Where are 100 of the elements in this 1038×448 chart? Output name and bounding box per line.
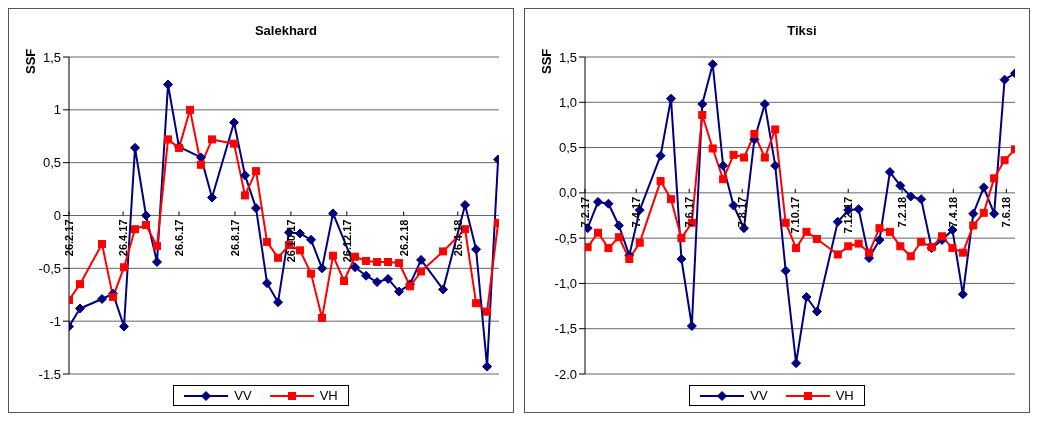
point: [750, 129, 759, 138]
point: [739, 153, 748, 162]
point: [318, 314, 327, 322]
x-tick-label: 7.10.17: [789, 196, 802, 234]
y-tick-label: 0: [53, 208, 61, 224]
point: [394, 286, 405, 297]
point: [362, 256, 371, 265]
point: [874, 234, 885, 245]
point: [483, 307, 492, 316]
point: [274, 253, 283, 262]
point: [614, 233, 623, 242]
y-tick-label: -0,5: [554, 230, 577, 246]
point: [708, 144, 717, 153]
x-tick-label: 7.8.17: [736, 196, 749, 228]
point: [296, 246, 305, 255]
x-tick-label: 26.10.17: [284, 219, 297, 263]
point: [832, 216, 843, 227]
legend-label: VV: [750, 388, 768, 403]
legend-label: VH: [835, 388, 854, 403]
point: [230, 139, 239, 148]
point: [240, 170, 251, 181]
point: [896, 242, 905, 251]
point: [759, 99, 770, 110]
y-tick-label: 0,5: [558, 140, 577, 156]
point: [948, 244, 957, 253]
point: [603, 198, 614, 209]
point: [771, 125, 780, 134]
point: [307, 269, 316, 278]
x-tick-label: 7.6.18: [1000, 196, 1013, 228]
point: [728, 200, 739, 211]
chart-title: Salekhard: [253, 23, 319, 38]
point: [317, 263, 328, 274]
x-tick-label: 7.4.18: [947, 196, 960, 228]
point: [119, 321, 130, 332]
y-tick-label: -1,0: [554, 276, 577, 292]
y-tick-label: 1,0: [558, 94, 577, 110]
point: [969, 221, 978, 230]
point: [917, 237, 926, 246]
y-tick-label: -1,5: [554, 321, 577, 337]
point: [698, 110, 707, 119]
x-tick-label: 26.2.17: [63, 219, 75, 257]
point: [251, 203, 262, 214]
x-tick-label: 26.8.17: [228, 219, 241, 257]
y-tick-label: 1,5: [42, 49, 61, 65]
x-tick-label: 26.6.17: [173, 219, 186, 257]
x-tick-label: 7.6.17: [683, 196, 696, 228]
x-tick-label: 26.4.17: [117, 219, 130, 257]
y-tick-label: 1: [53, 102, 61, 118]
point: [273, 297, 284, 308]
point: [131, 225, 140, 234]
point: [120, 263, 129, 272]
point: [328, 208, 339, 219]
x-tick-label: 26.4.18: [451, 219, 464, 257]
x-tick-label: 7.2.18: [896, 196, 909, 228]
point: [999, 74, 1010, 85]
point: [938, 232, 947, 241]
x-tick-label: 7.12.17: [842, 196, 855, 234]
point: [98, 240, 107, 249]
point: [770, 160, 781, 171]
chart-title: Tiksi: [786, 23, 818, 38]
point: [625, 254, 634, 263]
point: [853, 204, 864, 215]
point: [439, 247, 448, 256]
point: [812, 235, 821, 244]
point: [340, 277, 349, 286]
point: [677, 234, 686, 243]
point: [802, 227, 811, 236]
point: [905, 191, 916, 202]
point: [142, 221, 151, 230]
point: [207, 192, 218, 203]
point: [781, 218, 790, 227]
point: [585, 243, 592, 252]
point: [885, 227, 894, 236]
point: [141, 210, 152, 221]
point: [361, 270, 372, 281]
point: [350, 262, 361, 273]
legend-label: VH: [319, 388, 338, 403]
point: [295, 228, 306, 239]
point: [729, 150, 738, 159]
x-tick-label: 26.12.17: [340, 219, 353, 263]
point: [75, 303, 85, 314]
point: [372, 277, 383, 288]
point: [438, 284, 449, 295]
point: [460, 199, 471, 210]
point: [884, 167, 895, 178]
point: [416, 254, 427, 265]
point: [865, 248, 874, 257]
point: [656, 177, 665, 186]
point: [667, 195, 675, 204]
point: [990, 174, 999, 183]
point: [833, 250, 842, 259]
point: [593, 196, 604, 207]
point: [854, 239, 863, 248]
point: [719, 175, 728, 184]
point: [252, 167, 261, 176]
point: [417, 267, 426, 276]
point: [351, 252, 360, 261]
point: [164, 135, 173, 144]
point: [718, 160, 729, 171]
y-tick-label: -1: [49, 313, 61, 329]
